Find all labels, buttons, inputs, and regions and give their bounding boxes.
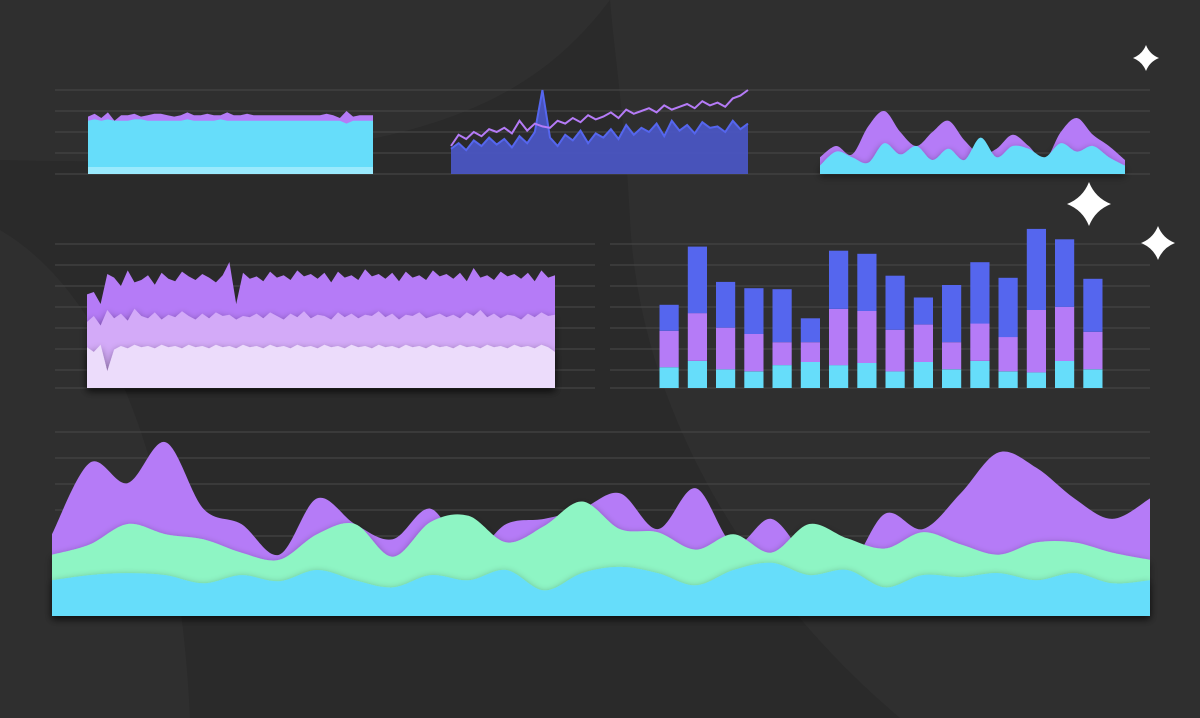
bar-segment: [913, 324, 933, 362]
chart-5: [659, 228, 1103, 388]
bar-segment: [687, 361, 707, 388]
bar-segment: [942, 285, 962, 343]
series-area: [820, 137, 1125, 174]
series-area: [88, 119, 373, 174]
bar-segment: [1083, 331, 1103, 370]
bar-segment: [885, 371, 905, 388]
bar-segment: [998, 277, 1018, 338]
bar-segment: [800, 318, 820, 343]
bar-segment: [1083, 278, 1103, 332]
bar-segment: [800, 342, 820, 362]
bar-segment: [659, 367, 679, 388]
series-area: [451, 90, 748, 174]
bar-segment: [772, 342, 792, 366]
bar-segment: [716, 281, 736, 328]
bar-segment: [1026, 228, 1046, 310]
bar-segment: [772, 289, 792, 343]
bar-segment: [716, 369, 736, 388]
bar-segment: [970, 323, 990, 361]
bar-segment: [1083, 369, 1103, 388]
bar-segment: [857, 363, 877, 388]
bar-segment: [970, 262, 990, 324]
bar-segment: [857, 311, 877, 363]
sparkle-icon: [1141, 226, 1175, 260]
series-area: [87, 344, 555, 388]
bar-segment: [998, 371, 1018, 388]
bar-segment: [687, 246, 707, 314]
charts: [52, 89, 1150, 616]
bar-segment: [772, 365, 792, 388]
chart-3: [820, 110, 1125, 174]
bar-segment: [1055, 306, 1075, 361]
bar-segment: [1055, 361, 1075, 388]
bar-segment: [744, 371, 764, 388]
chart-1: [88, 111, 373, 174]
series-line: [450, 89, 749, 147]
bar-segment: [998, 337, 1018, 372]
bar-segment: [913, 362, 933, 388]
bar-segment: [744, 288, 764, 334]
bar-segment: [687, 313, 707, 361]
bar-segment: [800, 362, 820, 388]
bar-segment: [942, 369, 962, 388]
bar-segment: [829, 250, 849, 309]
chart-6: [52, 441, 1150, 616]
sparkle-icon: [1133, 45, 1159, 71]
bar-segment: [970, 361, 990, 388]
bar-segment: [1026, 372, 1046, 388]
series-area: [52, 562, 1150, 616]
bar-segment: [829, 365, 849, 388]
bar-segment: [659, 330, 679, 368]
bar-segment: [913, 297, 933, 325]
bar-segment: [716, 327, 736, 370]
bar-segment: [1026, 310, 1046, 373]
bar-segment: [1055, 239, 1075, 307]
bar-segment: [857, 253, 877, 311]
bar-segment: [885, 275, 905, 330]
series-line: [450, 89, 749, 152]
series-base: [88, 167, 373, 174]
bar-segment: [885, 329, 905, 372]
sparkles: [1067, 45, 1175, 260]
bar-segment: [744, 333, 764, 372]
bar-segment: [659, 304, 679, 331]
chart-2: [450, 89, 749, 174]
chart-4: [87, 262, 555, 388]
sparkle-icon: [1067, 182, 1111, 226]
bar-segment: [829, 309, 849, 366]
bar-segment: [942, 342, 962, 370]
